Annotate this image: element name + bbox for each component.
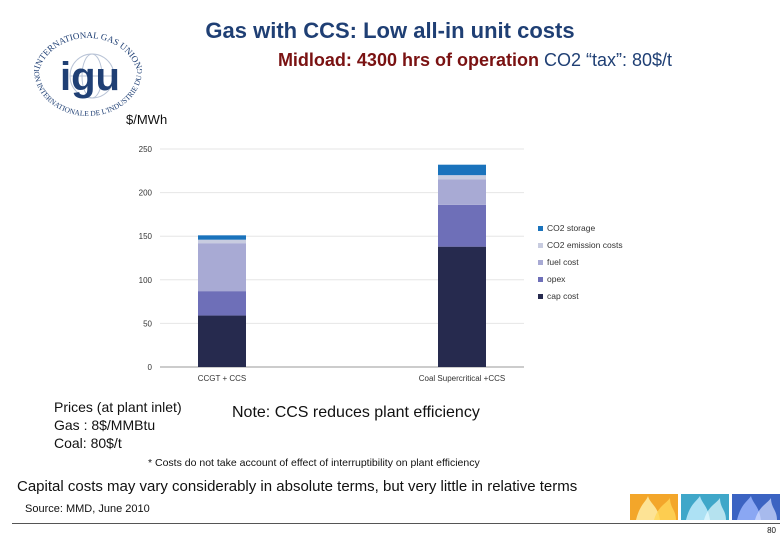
bar-segment-co2-emission-costs [438, 175, 486, 180]
y-tick-label: 50 [143, 319, 152, 328]
footnote: * Costs do not take account of effect of… [148, 457, 480, 469]
bar-segment-cap-cost [198, 315, 246, 367]
prices-gas: Gas : 8$/MMBtu [54, 417, 156, 433]
bar-segment-opex [198, 291, 246, 316]
page-number: 80 [767, 526, 776, 535]
footer-bar: 80 [12, 523, 780, 537]
y-tick-label: 250 [139, 145, 153, 154]
bar-segment-co2-emission-costs [198, 239, 246, 244]
bar-segment-co2-storage [198, 235, 246, 240]
prices-coal: Coal: 80$/t [54, 435, 122, 451]
legend-label: opex [547, 274, 566, 284]
legend-swatch [538, 277, 543, 282]
slide-subtitle: Midload: 4300 hrs of operation CO2 “tax”… [170, 50, 780, 71]
y-axis-unit: $/MWh [126, 112, 168, 127]
legend-label: CO2 storage [547, 223, 595, 233]
subtitle-midload: Midload: 4300 hrs of operation [277, 50, 539, 70]
igu-logo: INTERNATIONAL GAS UNION UNION INTERNATIO… [8, 18, 144, 118]
flame-banner-image [630, 494, 780, 520]
slide-title: Gas with CCS: Low all-in unit costs [205, 18, 575, 43]
legend-label: cap cost [547, 291, 579, 301]
prices-block: Prices (at plant inlet) Gas : 8$/MMBtu C… [54, 398, 182, 452]
bar-segment-cap-cost [438, 246, 486, 367]
bar-segment-opex [438, 204, 486, 247]
logo-igu-mark: igu [60, 55, 120, 99]
ccs-efficiency-note: Note: CCS reduces plant efficiency [232, 404, 480, 421]
legend-label: CO2 emission costs [547, 240, 623, 250]
y-tick-label: 100 [139, 276, 153, 285]
y-tick-label: 200 [139, 189, 153, 198]
legend-swatch [538, 226, 543, 231]
bar-segment-fuel-cost [198, 243, 246, 292]
prices-title: Prices (at plant inlet) [54, 399, 182, 415]
bar-segment-co2-storage [438, 164, 486, 176]
legend-label: fuel cost [547, 257, 579, 267]
y-tick-label: 150 [139, 232, 153, 241]
legend-swatch [538, 260, 543, 265]
subtitle-co2-tax: CO2 “tax”: 80$/t [544, 50, 673, 70]
x-tick-label: Coal Supercritical +CCS [419, 374, 505, 383]
y-tick-label: 0 [148, 363, 153, 372]
legend-swatch [538, 294, 543, 299]
x-tick-label: CCGT + CCS [198, 374, 247, 383]
capital-costs-note: Capital costs may vary considerably in a… [17, 478, 578, 495]
legend-swatch [538, 243, 543, 248]
stacked-bar-chart: 0 50 100 150 200 250 CCGT + CCS Coal Supercrit… [139, 145, 623, 383]
bar-segment-fuel-cost [438, 179, 486, 205]
source-note: Source: MMD, June 2010 [25, 503, 150, 515]
